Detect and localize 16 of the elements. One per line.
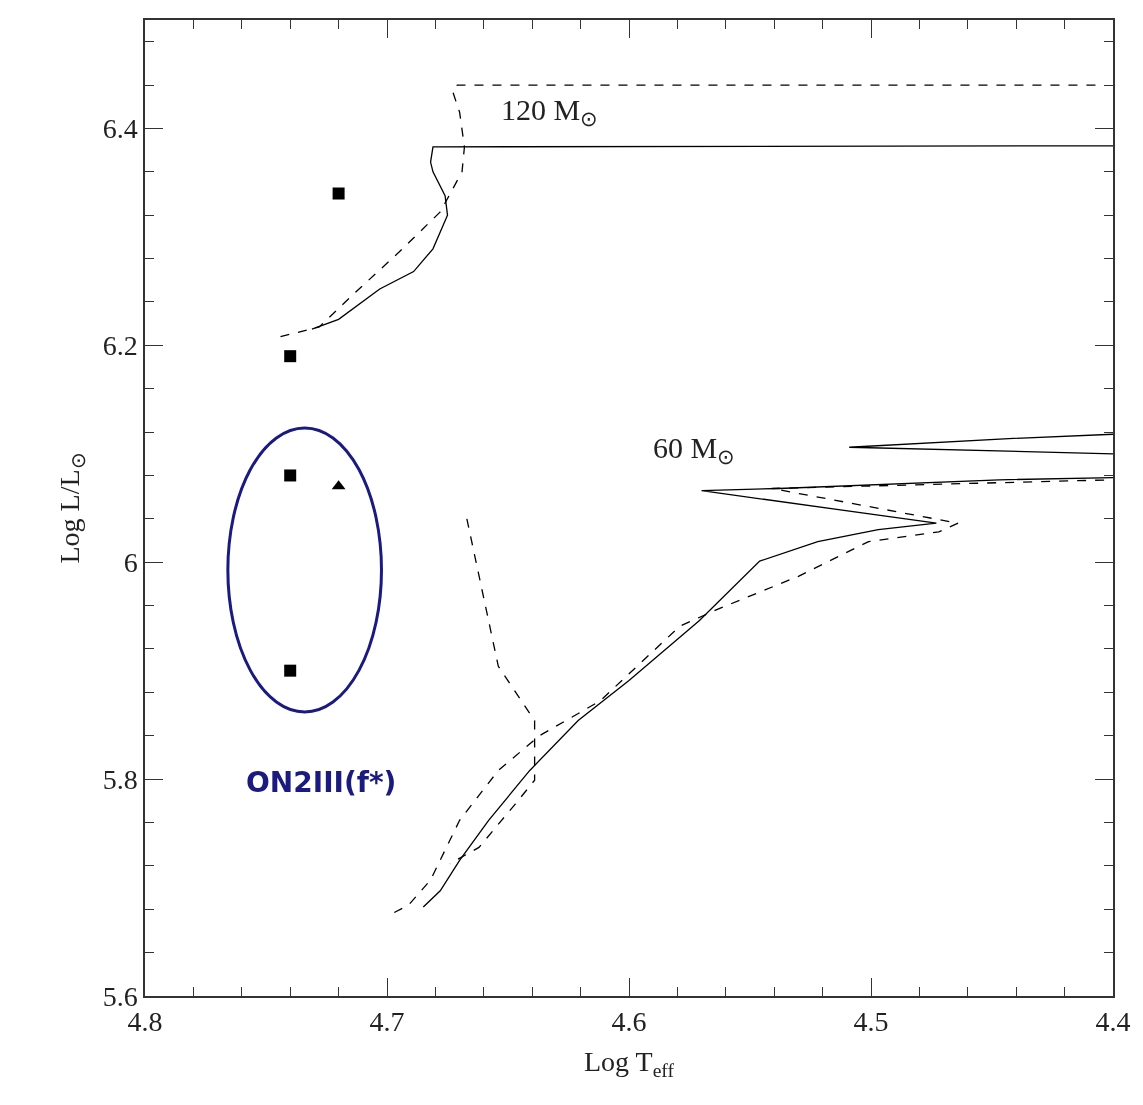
- annotation: ON2III(f*): [246, 766, 397, 799]
- annotation: 120 M$_{⊙}$: [501, 93, 599, 132]
- point: [332, 187, 345, 200]
- x-tick-label: 4.7: [369, 1006, 405, 1038]
- point: [284, 469, 297, 482]
- y-tick-label: 6.4: [102, 113, 138, 145]
- x-axis-title: Log T$_{eff}$: [583, 1045, 675, 1081]
- x-tick-label: 4.4: [1095, 1006, 1131, 1038]
- y-tick-label: 6.2: [102, 330, 138, 362]
- point: [284, 664, 297, 677]
- y-tick-label: 6: [123, 547, 138, 579]
- annotation: 60 M$_{⊙}$: [653, 431, 736, 470]
- x-tick-label: 4.6: [611, 1006, 647, 1038]
- x-tick-label: 4.5: [853, 1006, 889, 1038]
- y-tick-label: 5.8: [102, 763, 138, 795]
- point: [284, 350, 297, 363]
